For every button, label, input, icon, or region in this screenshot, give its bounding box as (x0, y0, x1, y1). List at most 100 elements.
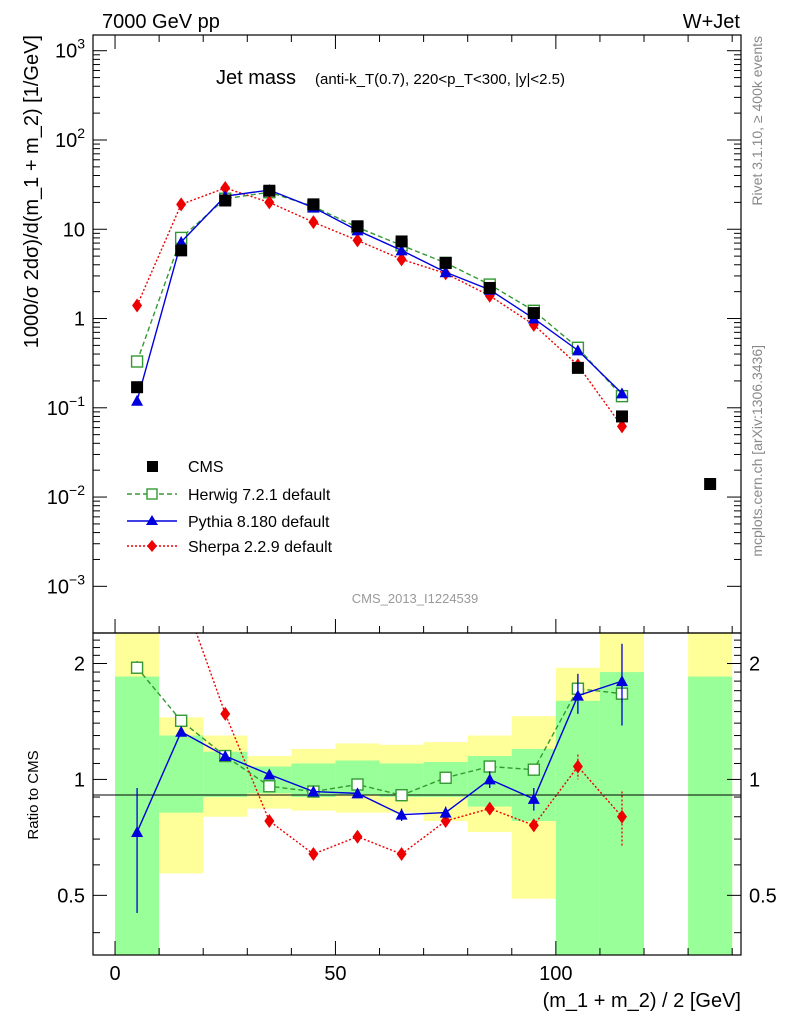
xtick-label-0: 0 (109, 963, 120, 985)
ratio-y-axis-title: Ratio to CMS (25, 750, 42, 839)
ratio-point-sherpa-0 (132, 459, 142, 473)
rivet-version-label: Rivet 3.1.10, ≥ 400k events (749, 36, 765, 206)
title-detail: (anti-k_T(0.7), 220<p_T<300, |y|<2.5) (315, 71, 565, 88)
ratio-point-sherpa-1 (176, 583, 186, 597)
main-point-pythia-0 (131, 394, 144, 406)
main-point-pythia-11 (615, 387, 628, 399)
main-ytick-label-3: 1 (74, 309, 85, 331)
x-axis-title: (m_1 + m_2) / 2 [GeV] (543, 990, 741, 1012)
header-energy-label: 7000 GeV pp (102, 11, 220, 33)
main-point-cms-3 (263, 184, 276, 197)
main-point-sherpa-5 (352, 233, 363, 248)
ratio-point-pythia-6 (395, 808, 408, 820)
ratio-point-pythia-10 (571, 689, 584, 701)
main-point-sherpa-11 (616, 419, 627, 434)
main-point-sherpa-3 (264, 195, 275, 210)
main-ytick-label-2: 10−1 (47, 393, 85, 420)
legend-marker-pythia (127, 515, 177, 525)
ratio-point-herwig-6 (395, 788, 408, 802)
ratio-point-pythia-3 (263, 768, 276, 780)
legend-label-herwig: Herwig 7.2.1 default (188, 487, 331, 504)
ratio-uncertainty-bands (115, 633, 733, 955)
main-ytick-label-6: 103 (55, 36, 85, 63)
ratio-ytick-label-right-2: 2 (749, 653, 760, 675)
ratio-ytick-label-0: 0.5 (57, 885, 85, 907)
ratio-point-pythia-11 (615, 675, 628, 687)
ratio-point-herwig-9 (527, 763, 541, 776)
legend: CMS Herwig 7.2.1 default Pythia 8.180 de… (127, 459, 333, 556)
header-process-label: W+Jet (683, 11, 741, 33)
main-point-pythia-10 (571, 344, 584, 356)
legend-label-pythia: Pythia 8.180 default (188, 514, 330, 531)
ratio-point-sherpa-5 (352, 829, 363, 844)
main-point-sherpa-2 (220, 180, 231, 195)
ratio-panel-frame (92, 632, 742, 956)
ratio-point-pythia-7 (439, 806, 452, 818)
axes-ticks: 10−3 10−2 10−1 1 10 102 103 0 50 100 0.5 0.5 1 1 2 2 (47, 35, 777, 985)
ratio-point-pythia-2 (219, 750, 232, 762)
main-point-sherpa-4 (308, 215, 319, 230)
main-ytick-label-4: 10 (63, 219, 85, 241)
main-ytick-label-5: 102 (55, 125, 85, 152)
ratio-point-herwig-7 (439, 771, 452, 784)
main-point-cms-10 (571, 361, 584, 374)
band-inner-1 (159, 735, 204, 813)
ratio-point-pythia-9 (527, 792, 540, 804)
xtick-label-1: 50 (324, 963, 346, 985)
ratio-ytick-label-right-0: 0.5 (749, 885, 777, 907)
legend-marker-sherpa (127, 540, 177, 552)
xtick-label-2: 100 (539, 963, 572, 985)
ratio-point-herwig-3 (263, 780, 276, 793)
ratio-point-herwig-0 (130, 661, 144, 674)
main-ytick-label-0: 10−3 (47, 571, 85, 598)
plot-title: Jet mass (anti-k_T(0.7), 220<p_T<300, |y… (216, 67, 565, 89)
ratio-point-pythia-0 (131, 826, 144, 838)
main-point-pythia-6 (395, 244, 408, 256)
ratio-line-sherpa (195, 633, 623, 855)
main-panel-series (130, 180, 717, 491)
main-ytick-label-1: 10−2 (47, 482, 85, 509)
title-main: Jet mass (216, 67, 296, 89)
ratio-point-sherpa-10 (572, 759, 583, 774)
ratio-point-pythia-8 (483, 773, 496, 785)
main-point-cms-5 (351, 220, 364, 233)
main-point-sherpa-1 (176, 197, 187, 212)
legend-label-cms: CMS (188, 459, 224, 476)
mcplots-label: mcplots.cern.ch [arXiv:1306.3436] (749, 345, 765, 557)
main-point-sherpa-0 (132, 298, 143, 313)
main-line-sherpa (136, 187, 623, 427)
ratio-point-sherpa-11 (616, 809, 627, 824)
ratio-point-pythia-1 (175, 725, 188, 737)
main-point-cms-7 (439, 256, 452, 269)
main-point-herwig-0 (130, 355, 144, 368)
ratio-ytick-label-2: 2 (74, 653, 85, 675)
main-point-pythia-7 (439, 266, 452, 278)
ratio-point-herwig-1 (174, 714, 188, 727)
main-point-cms-12 (704, 478, 717, 491)
ratio-line-pythia (136, 680, 623, 833)
main-point-cms-11 (615, 410, 628, 423)
main-point-cms-4 (307, 198, 320, 211)
analysis-id-label: CMS_2013_I1224539 (352, 591, 479, 606)
main-line-pythia (136, 189, 623, 401)
ratio-point-sherpa-4 (308, 847, 319, 862)
ratio-point-herwig-8 (483, 760, 496, 773)
main-point-cms-9 (527, 307, 540, 320)
main-point-pythia-1 (175, 235, 188, 247)
main-line-herwig (136, 191, 623, 397)
main-point-cms-0 (131, 381, 144, 394)
main-point-cms-6 (395, 235, 408, 248)
ratio-point-sherpa-8 (484, 801, 495, 816)
ratio-point-sherpa-3 (264, 813, 275, 828)
main-point-cms-1 (175, 244, 188, 257)
ratio-line-herwig (136, 667, 623, 796)
ratio-point-pythia-5 (351, 787, 364, 799)
band-inner-12 (688, 676, 733, 955)
legend-marker-herwig (127, 488, 177, 500)
main-point-cms-8 (483, 281, 496, 294)
legend-marker-cms (147, 461, 158, 472)
band-inner-10 (555, 700, 600, 955)
ratio-point-sherpa-9 (528, 818, 539, 833)
ratio-panel-series (130, 459, 629, 913)
ratio-point-sherpa-6 (396, 847, 407, 862)
